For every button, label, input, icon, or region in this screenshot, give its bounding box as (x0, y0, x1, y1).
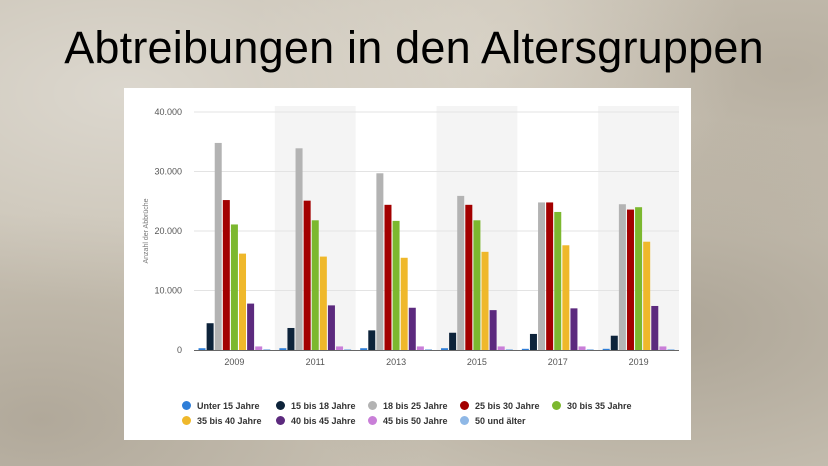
bar (239, 253, 247, 350)
x-tick-label: 2011 (306, 357, 325, 367)
bar (368, 330, 376, 350)
legend-marker (276, 416, 285, 425)
y-tick-label: 10.000 (154, 286, 182, 296)
x-tick-label: 2009 (224, 357, 244, 367)
legend-marker (182, 416, 191, 425)
bar (529, 333, 537, 350)
legend-item[interactable]: 15 bis 18 Jahre (276, 401, 368, 411)
x-tick-label: 2019 (629, 357, 649, 367)
bar (408, 307, 416, 350)
legend-item[interactable]: 30 bis 35 Jahre (552, 401, 644, 411)
bar (505, 349, 513, 350)
bar (295, 148, 303, 350)
bar (521, 348, 529, 350)
bar (376, 173, 384, 350)
bar (222, 200, 230, 350)
bar (554, 211, 562, 350)
slide-title: Abtreibungen in den Altersgruppen (64, 22, 764, 73)
bar (279, 348, 287, 350)
legend-marker (552, 401, 561, 410)
legend-row: Unter 15 Jahre 15 bis 18 Jahre 18 bis 25 J… (182, 398, 682, 413)
bar (263, 349, 271, 350)
x-tick-label: 2015 (467, 357, 487, 367)
bar (497, 346, 505, 350)
bar (457, 195, 465, 350)
legend-item[interactable]: 18 bis 25 Jahre (368, 401, 460, 411)
legend-marker (368, 416, 377, 425)
bar (230, 224, 238, 350)
chart-legend: Unter 15 Jahre 15 bis 18 Jahre 18 bis 25 J… (182, 398, 682, 428)
legend-label: 40 bis 45 Jahre (291, 415, 356, 426)
bar (651, 305, 659, 350)
bar (626, 209, 634, 350)
legend-marker (460, 416, 469, 425)
legend-item[interactable]: Unter 15 Jahre (182, 401, 276, 411)
bar-chart: 0 10.000 20.000 30.000 40.000 Anzahl der Abbr… (143, 106, 679, 367)
bar (618, 204, 626, 350)
bar (602, 348, 610, 350)
bar (659, 346, 667, 350)
bar (538, 202, 546, 350)
legend-marker (182, 401, 191, 410)
legend-label: 25 bis 30 Jahre (475, 400, 540, 411)
x-tick-label: 2013 (386, 357, 406, 367)
bar (441, 348, 449, 350)
chart-card: 0 10.000 20.000 30.000 40.000 Anzahl der Abbr… (124, 88, 691, 440)
y-tick-label: 0 (177, 345, 182, 355)
legend-marker (276, 401, 285, 410)
legend-label: 15 bis 18 Jahre (291, 400, 356, 411)
y-tick-label: 40.000 (154, 107, 182, 117)
bar (643, 241, 651, 350)
legend-marker (368, 401, 377, 410)
legend-label: 50 und älter (475, 415, 526, 426)
bar (570, 308, 578, 350)
legend-item[interactable]: 35 bis 40 Jahre (182, 416, 276, 426)
bar (562, 245, 570, 350)
x-tick-label: 2017 (548, 357, 568, 367)
bar (384, 204, 392, 350)
bar (255, 346, 263, 350)
bar (311, 220, 319, 350)
bar (586, 349, 594, 350)
y-tick-label: 30.000 (154, 167, 182, 177)
bar (473, 220, 481, 350)
bar (303, 200, 311, 350)
y-tick-label: 20.000 (154, 226, 182, 236)
legend-label: 35 bis 40 Jahre (197, 415, 262, 426)
bar (344, 349, 352, 350)
bar (198, 348, 206, 350)
bar (481, 251, 489, 350)
bar (392, 220, 400, 350)
bar (287, 327, 295, 350)
bar (214, 142, 222, 350)
bar (360, 348, 368, 350)
bar (610, 335, 618, 350)
y-axis-label: Anzahl der Abbrüche (143, 198, 150, 263)
legend-marker (460, 401, 469, 410)
legend-label: 45 bis 50 Jahre (383, 415, 448, 426)
bar (667, 349, 675, 350)
bar (635, 207, 643, 350)
legend-item[interactable]: 50 und älter (460, 416, 552, 426)
bar (489, 310, 497, 350)
legend-row: 35 bis 40 Jahre 40 bis 45 Jahre 45 bis 50 … (182, 413, 682, 428)
bar (416, 346, 424, 350)
bar (336, 346, 344, 350)
legend-label: 18 bis 25 Jahre (383, 400, 448, 411)
legend-label: 30 bis 35 Jahre (567, 400, 632, 411)
bar (319, 256, 327, 350)
bar (449, 332, 457, 350)
bar (327, 305, 335, 350)
bar (546, 202, 554, 350)
bar (247, 303, 255, 350)
bar (424, 349, 432, 350)
legend-item[interactable]: 40 bis 45 Jahre (276, 416, 368, 426)
bar (400, 257, 408, 350)
bar (465, 204, 473, 350)
legend-item[interactable]: 45 bis 50 Jahre (368, 416, 460, 426)
bar (206, 323, 214, 350)
legend-label: Unter 15 Jahre (197, 400, 260, 411)
bar (578, 346, 586, 350)
legend-item[interactable]: 25 bis 30 Jahre (460, 401, 552, 411)
